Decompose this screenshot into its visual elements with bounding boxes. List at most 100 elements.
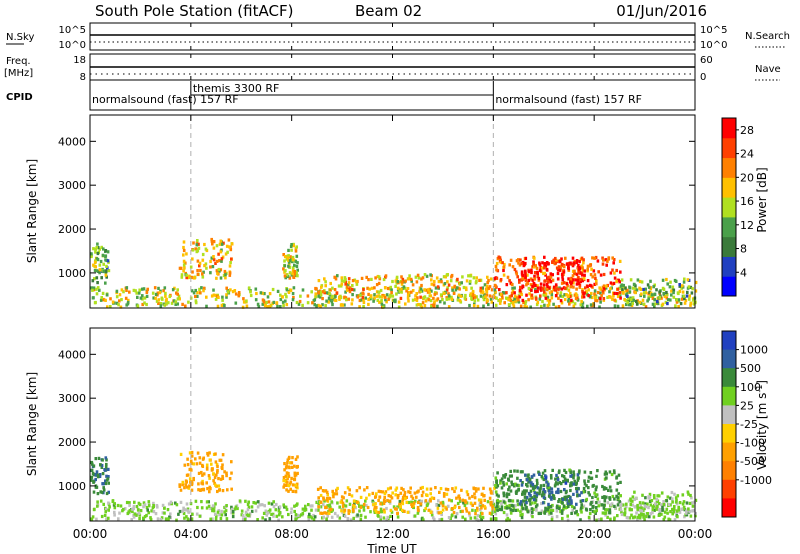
range-gate-cell <box>542 477 546 482</box>
range-gate-cell <box>580 299 583 304</box>
range-gate-cell <box>434 286 438 290</box>
range-gate-cell <box>358 486 361 490</box>
range-gate-cell <box>555 490 558 494</box>
range-gate-cell <box>263 304 267 308</box>
range-gate-cell <box>95 517 98 521</box>
range-gate-cell <box>493 277 496 281</box>
range-gate-cell <box>319 486 322 490</box>
range-gate-cell <box>464 507 468 511</box>
range-gate-cell <box>94 265 97 269</box>
range-gate-cell <box>314 295 318 299</box>
range-gate-cell <box>93 301 97 305</box>
range-gate-cell <box>594 506 598 510</box>
range-gate-cell <box>271 512 275 516</box>
range-gate-cell <box>547 494 551 498</box>
noise-panel-frame <box>89 22 696 51</box>
range-gate-cell <box>307 503 310 507</box>
range-gate-cell <box>331 508 334 512</box>
range-gate-cell <box>606 515 609 519</box>
range-gate-cell <box>155 504 159 508</box>
range-gate-cell <box>293 272 296 276</box>
range-gate-cell <box>560 281 564 285</box>
range-gate-cell <box>644 305 648 309</box>
range-gate-cell <box>147 504 151 508</box>
range-gate-cell <box>488 294 492 298</box>
range-gate-cell <box>571 509 574 513</box>
range-gate-cell <box>564 256 567 260</box>
range-gate-cell <box>583 269 586 273</box>
range-gate-cell <box>632 282 636 286</box>
range-gate-cell <box>445 492 449 496</box>
range-gate-cell <box>202 488 206 492</box>
range-gate-cell <box>408 274 411 278</box>
range-gate-cell <box>689 514 693 518</box>
range-gate-cell <box>685 294 689 298</box>
range-gate-cell <box>240 513 244 517</box>
range-gate-cell <box>219 239 223 243</box>
range-gate-cell <box>602 503 606 507</box>
range-gate-cell <box>287 248 290 252</box>
range-gate-cell <box>508 518 511 522</box>
range-gate-cell <box>278 511 282 515</box>
range-gate-cell <box>359 513 363 517</box>
range-gate-cell <box>459 294 463 298</box>
range-gate-cell <box>319 511 322 515</box>
range-gate-cell <box>246 514 250 518</box>
range-gate-cell <box>607 257 610 261</box>
range-gate-cell <box>586 304 589 308</box>
range-gate-cell <box>519 510 522 514</box>
range-gate-cell <box>288 271 292 275</box>
range-gate-cell <box>141 302 144 307</box>
range-gate-cell <box>396 515 400 519</box>
range-gate-cell <box>556 487 560 491</box>
range-gate-cell <box>419 289 422 293</box>
range-gate-cell <box>261 291 264 295</box>
range-gate-cell <box>511 508 515 513</box>
range-gate-cell <box>174 302 177 306</box>
range-gate-cell <box>544 506 547 510</box>
range-gate-cell <box>641 298 645 302</box>
range-gate-cell <box>516 503 520 507</box>
range-gate-cell <box>569 474 572 478</box>
range-gate-cell <box>221 476 225 480</box>
range-gate-cell <box>536 486 540 490</box>
range-gate-cell <box>487 302 490 307</box>
range-gate-cell <box>559 510 562 514</box>
range-gate-cell <box>590 295 594 300</box>
range-gate-cell <box>178 483 181 487</box>
nave-label: Nave <box>755 64 781 75</box>
range-gate-cell <box>546 280 550 284</box>
range-gate-cell <box>141 287 144 291</box>
range-gate-cell <box>643 507 646 511</box>
range-gate-cell <box>390 510 394 514</box>
range-gate-cell <box>449 516 452 520</box>
range-gate-cell <box>502 481 505 485</box>
range-gate-cell <box>310 508 313 512</box>
range-gate-cell <box>355 489 359 493</box>
time-tick-label: 00:00 <box>73 527 108 541</box>
range-gate-cell <box>510 300 513 305</box>
range-gate-cell <box>497 255 501 259</box>
range-gate-cell <box>541 471 545 475</box>
range-gate-cell <box>585 484 588 488</box>
range-gate-cell <box>267 501 271 505</box>
range-gate-cell <box>353 502 356 506</box>
time-tick-label: 12:00 <box>375 527 410 541</box>
range-gate-cell <box>439 501 443 505</box>
range-gate-cell <box>544 476 548 480</box>
range-gate-cell <box>247 505 251 509</box>
range-gate-cell <box>427 288 430 292</box>
range-gate-cell <box>351 298 354 302</box>
range-gate-cell <box>562 504 566 508</box>
range-gate-cell <box>511 499 515 503</box>
range-gate-cell <box>205 466 209 470</box>
range-gate-cell <box>139 296 143 300</box>
range-gate-cell <box>256 302 260 306</box>
range-gate-cell <box>201 473 204 477</box>
range-gate-cell <box>105 275 108 279</box>
range-gate-cell <box>379 507 383 511</box>
range-gate-cell <box>547 502 550 506</box>
range-gate-cell <box>489 297 493 301</box>
range-gate-cell <box>591 275 594 279</box>
range-gate-cell <box>294 457 298 461</box>
